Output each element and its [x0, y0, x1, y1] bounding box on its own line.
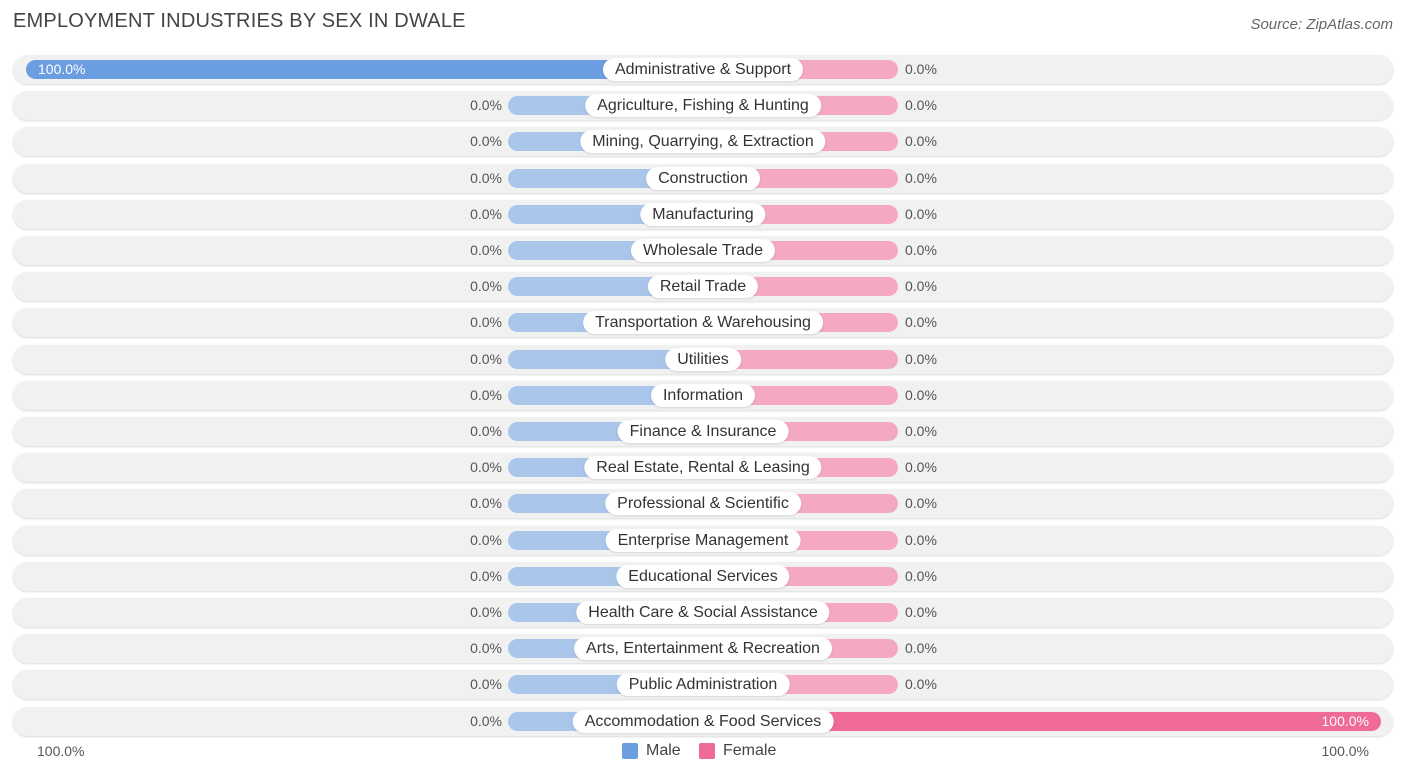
- category-label: Accommodation & Food Services: [572, 710, 834, 733]
- value-label-male: 0.0%: [470, 532, 502, 548]
- value-label-male: 0.0%: [470, 206, 502, 222]
- value-label-female: 0.0%: [905, 278, 937, 294]
- category-label: Public Administration: [616, 673, 790, 696]
- value-label-female: 0.0%: [905, 459, 937, 475]
- value-label-male: 0.0%: [470, 97, 502, 113]
- category-label: Construction: [646, 167, 760, 190]
- value-label-male: 100.0%: [38, 61, 86, 77]
- value-label-male: 0.0%: [470, 242, 502, 258]
- value-label-female: 0.0%: [905, 314, 937, 330]
- value-label-female: 0.0%: [905, 133, 937, 149]
- value-label-female: 0.0%: [905, 351, 937, 367]
- bar-male: [508, 350, 703, 369]
- axis-right-label: 100.0%: [1321, 743, 1369, 759]
- value-label-male: 0.0%: [470, 423, 502, 439]
- value-label-female: 0.0%: [905, 568, 937, 584]
- value-label-male: 0.0%: [470, 351, 502, 367]
- value-label-male: 0.0%: [470, 314, 502, 330]
- value-label-female: 0.0%: [905, 676, 937, 692]
- bar-female: [703, 350, 898, 369]
- value-label-female: 100.0%: [1321, 713, 1369, 729]
- category-label: Real Estate, Rental & Leasing: [584, 456, 822, 479]
- bar-male: [26, 60, 703, 79]
- value-label-female: 0.0%: [905, 242, 937, 258]
- category-label: Transportation & Warehousing: [583, 311, 823, 334]
- legend: Male Female: [0, 742, 1406, 764]
- value-label-male: 0.0%: [470, 713, 502, 729]
- legend-label-female: Female: [723, 742, 777, 759]
- category-label: Mining, Quarrying, & Extraction: [580, 130, 826, 153]
- category-label: Administrative & Support: [602, 58, 804, 81]
- category-label: Information: [650, 384, 756, 407]
- axis-left-label: 100.0%: [37, 743, 85, 759]
- value-label-female: 0.0%: [905, 387, 937, 403]
- category-label: Arts, Entertainment & Recreation: [574, 637, 832, 660]
- bar-female: [703, 712, 1381, 731]
- chart-title: EMPLOYMENT INDUSTRIES BY SEX IN DWALE: [13, 10, 466, 32]
- category-label: Agriculture, Fishing & Hunting: [585, 94, 821, 117]
- legend-swatch-female: [699, 743, 715, 759]
- value-label-female: 0.0%: [905, 97, 937, 113]
- legend-item-male: Male: [622, 742, 681, 760]
- category-label: Retail Trade: [647, 275, 759, 298]
- category-label: Educational Services: [616, 565, 790, 588]
- legend-item-female: Female: [699, 742, 776, 760]
- value-label-male: 0.0%: [470, 459, 502, 475]
- legend-label-male: Male: [646, 742, 681, 759]
- value-label-female: 0.0%: [905, 532, 937, 548]
- value-label-male: 0.0%: [470, 676, 502, 692]
- value-label-female: 0.0%: [905, 170, 937, 186]
- category-label: Wholesale Trade: [630, 239, 776, 262]
- value-label-male: 0.0%: [470, 568, 502, 584]
- category-label: Utilities: [665, 348, 741, 371]
- value-label-male: 0.0%: [470, 495, 502, 511]
- legend-swatch-male: [622, 743, 638, 759]
- value-label-female: 0.0%: [905, 206, 937, 222]
- value-label-female: 0.0%: [905, 495, 937, 511]
- category-label: Enterprise Management: [605, 529, 801, 552]
- value-label-female: 0.0%: [905, 640, 937, 656]
- value-label-female: 0.0%: [905, 61, 937, 77]
- value-label-male: 0.0%: [470, 170, 502, 186]
- value-label-male: 0.0%: [470, 640, 502, 656]
- category-label: Professional & Scientific: [605, 492, 801, 515]
- value-label-male: 0.0%: [470, 133, 502, 149]
- value-label-female: 0.0%: [905, 604, 937, 620]
- category-label: Health Care & Social Assistance: [576, 601, 830, 624]
- source-note: Source: ZipAtlas.com: [1250, 16, 1393, 33]
- value-label-male: 0.0%: [470, 278, 502, 294]
- value-label-male: 0.0%: [470, 387, 502, 403]
- category-label: Manufacturing: [640, 203, 766, 226]
- value-label-female: 0.0%: [905, 423, 937, 439]
- value-label-male: 0.0%: [470, 604, 502, 620]
- category-label: Finance & Insurance: [617, 420, 789, 443]
